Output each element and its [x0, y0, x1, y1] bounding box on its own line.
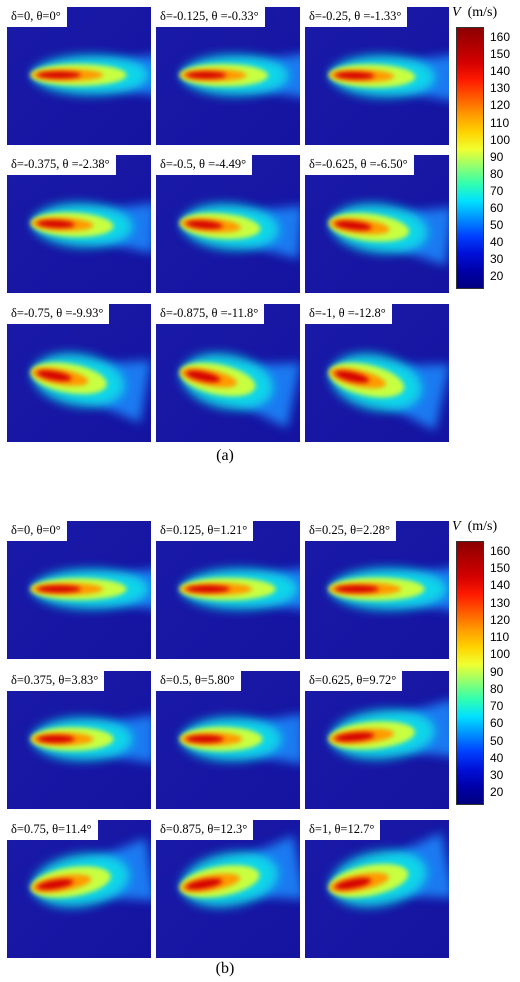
panel-parameter-label: δ=0, θ=0° [7, 7, 67, 27]
velocity-contour-panel: δ=-0.75, θ =-9.93° [7, 304, 151, 442]
velocity-contour-panel: δ=0.75, θ=11.4° [7, 820, 151, 958]
jet-velocity-field [305, 304, 449, 442]
velocity-contour-panel: δ=0.5, θ=5.80° [156, 671, 300, 809]
colorbar-tick-label: 140 [490, 64, 511, 79]
colorbar-unit: (m/s) [467, 5, 498, 20]
velocity-contour-panel: δ=0.875, θ=12.3° [156, 820, 300, 958]
velocity-contour-panel: δ=0.25, θ=2.28° [305, 521, 449, 659]
velocity-contour-panel: δ=0.375, θ=3.83° [7, 671, 151, 809]
jet-velocity-field [7, 304, 151, 442]
panel-parameter-label: δ=0.375, θ=3.83° [7, 671, 105, 691]
figure-sublabel: (a) [216, 447, 234, 464]
colorbar-tick-label: 30 [490, 252, 504, 267]
velocity-contour-panel: δ=0, θ=0° [7, 521, 151, 659]
velocity-contour-panel: δ=-1, θ =-12.8° [305, 304, 449, 442]
colorbar-tick-label: 20 [490, 785, 504, 800]
colorbar-tick-label: 140 [490, 578, 511, 593]
velocity-colorbar [456, 541, 484, 805]
panel-parameter-label: δ=-0.5, θ =-4.49° [156, 155, 253, 175]
panel-parameter-label: δ=-0.25, θ =-1.33° [305, 7, 408, 27]
colorbar-tick-label: 150 [490, 47, 511, 62]
jet-velocity-field [156, 155, 300, 293]
velocity-contour-panel: δ=0.125, θ=1.21° [156, 521, 300, 659]
colorbar-tick-label: 160 [490, 544, 511, 558]
jet-velocity-field [7, 521, 151, 659]
colorbar-unit: (m/s) [467, 519, 498, 534]
colorbar-tick-label: 110 [490, 115, 510, 130]
panel-parameter-label: δ=-0.125, θ =-0.33° [156, 7, 265, 27]
velocity-contour-panel: δ=-0.625, θ =-6.50° [305, 155, 449, 293]
jet-velocity-field [7, 820, 151, 958]
colorbar-tick-label: 130 [490, 595, 511, 610]
colorbar-tick-label: 70 [490, 699, 504, 714]
colorbar-tick-label: 150 [490, 561, 511, 576]
colorbar-tick-label: 90 [490, 664, 504, 679]
colorbar-tick-label: 30 [490, 768, 504, 783]
velocity-contour-panel: δ=-0.375, θ =-2.38° [7, 155, 151, 293]
colorbar-variable: V [452, 519, 461, 534]
jet-velocity-field [305, 671, 449, 809]
panel-parameter-label: δ=0.25, θ=2.28° [305, 521, 396, 541]
panel-parameter-label: δ=-0.75, θ =-9.93° [7, 304, 110, 324]
velocity-contour-panel: δ=1, θ=12.7° [305, 820, 449, 958]
velocity-contour-panel: δ=-0.125, θ =-0.33° [156, 7, 300, 145]
jet-velocity-field [156, 304, 300, 442]
colorbar-title: V (m/s) [452, 5, 497, 21]
velocity-contour-panel: δ=-0.25, θ =-1.33° [305, 7, 449, 145]
panel-parameter-label: δ=0.5, θ=5.80° [156, 671, 241, 691]
colorbar-tick-label: 90 [490, 149, 504, 164]
velocity-contour-panel: δ=-0.875, θ =-11.8° [156, 304, 300, 442]
jet-velocity-field [156, 7, 300, 145]
jet-velocity-field [7, 155, 151, 293]
colorbar-tick-label: 120 [490, 612, 511, 627]
colorbar-tick-label: 40 [490, 750, 504, 765]
velocity-contour-panel: δ=0.625, θ=9.72° [305, 671, 449, 809]
colorbar-tick-label: 40 [490, 235, 504, 250]
figure-a: δ=0, θ=0° δ=-0.125, θ =-0.33° [0, 0, 520, 470]
panel-parameter-label: δ=0.125, θ=1.21° [156, 521, 254, 541]
colorbar-tick-label: 100 [490, 132, 511, 147]
colorbar-tick-label: 60 [490, 716, 504, 731]
colorbar-tick-label: 60 [490, 201, 504, 216]
jet-velocity-field [156, 671, 300, 809]
velocity-contour-panel: δ=-0.5, θ =-4.49° [156, 155, 300, 293]
jet-velocity-field [305, 7, 449, 145]
panel-parameter-label: δ=1, θ=12.7° [305, 820, 381, 840]
colorbar-tick-label: 100 [490, 647, 511, 662]
colorbar-tick-label: 20 [490, 269, 504, 284]
panel-parameter-label: δ=-0.875, θ =-11.8° [156, 304, 265, 324]
jet-velocity-field [7, 671, 151, 809]
colorbar-title: V (m/s) [452, 519, 497, 535]
colorbar-tick-label: 70 [490, 183, 504, 198]
velocity-contour-panel: δ=0, θ=0° [7, 7, 151, 145]
colorbar-tick-label: 160 [490, 30, 511, 44]
colorbar-tick-label: 50 [490, 218, 504, 233]
jet-velocity-field [7, 7, 151, 145]
colorbar-tick-label: 80 [490, 681, 504, 696]
panel-parameter-label: δ=-0.625, θ =-6.50° [305, 155, 414, 175]
jet-velocity-field [156, 820, 300, 958]
panel-parameter-label: δ=0.625, θ=9.72° [305, 671, 403, 691]
jet-velocity-field [156, 521, 300, 659]
colorbar-tick-label: 80 [490, 166, 504, 181]
figure-sublabel: (b) [215, 960, 235, 977]
colorbar-tick-label: 110 [490, 630, 510, 645]
panel-parameter-label: δ=-0.375, θ =-2.38° [7, 155, 116, 175]
panel-parameter-label: δ=0.75, θ=11.4° [7, 820, 98, 840]
jet-velocity-field [305, 820, 449, 958]
colorbar-tick-label: 130 [490, 81, 511, 96]
panel-parameter-label: δ=0, θ=0° [7, 521, 67, 541]
velocity-colorbar [456, 27, 484, 289]
colorbar-tick-label: 120 [490, 98, 511, 113]
figure-b: δ=0, θ=0° δ=0.125, θ=1.21° [0, 508, 520, 982]
jet-velocity-field [305, 521, 449, 659]
panel-parameter-label: δ=-1, θ =-12.8° [305, 304, 392, 324]
jet-velocity-field [305, 155, 449, 293]
colorbar-tick-label: 50 [490, 733, 504, 748]
colorbar-variable: V [452, 5, 461, 20]
panel-parameter-label: δ=0.875, θ=12.3° [156, 820, 254, 840]
